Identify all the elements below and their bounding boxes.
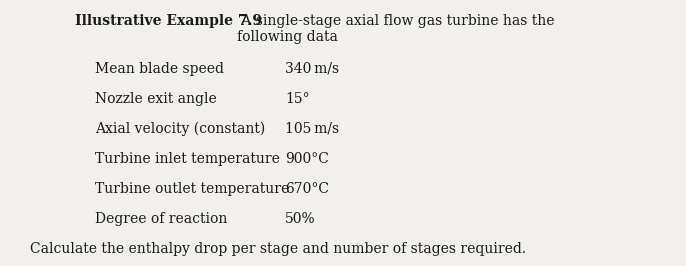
Text: 105 m/s: 105 m/s <box>285 122 339 136</box>
Text: Calculate the enthalpy drop per stage and number of stages required.: Calculate the enthalpy drop per stage an… <box>30 242 526 256</box>
Text: Axial velocity (constant): Axial velocity (constant) <box>95 122 265 136</box>
Text: Degree of reaction: Degree of reaction <box>95 212 227 226</box>
Text: 670°C: 670°C <box>285 182 329 196</box>
Text: Turbine inlet temperature: Turbine inlet temperature <box>95 152 280 166</box>
Text: 50%: 50% <box>285 212 316 226</box>
Text: Mean blade speed: Mean blade speed <box>95 62 224 76</box>
Text: A single-stage axial flow gas turbine has the
following data: A single-stage axial flow gas turbine ha… <box>237 14 554 44</box>
Text: 340 m/s: 340 m/s <box>285 62 339 76</box>
Text: 900°C: 900°C <box>285 152 329 166</box>
Text: 15°: 15° <box>285 92 309 106</box>
Text: Turbine outlet temperature: Turbine outlet temperature <box>95 182 289 196</box>
Text: Nozzle exit angle: Nozzle exit angle <box>95 92 217 106</box>
Text: Illustrative Example 7.9: Illustrative Example 7.9 <box>75 14 262 28</box>
